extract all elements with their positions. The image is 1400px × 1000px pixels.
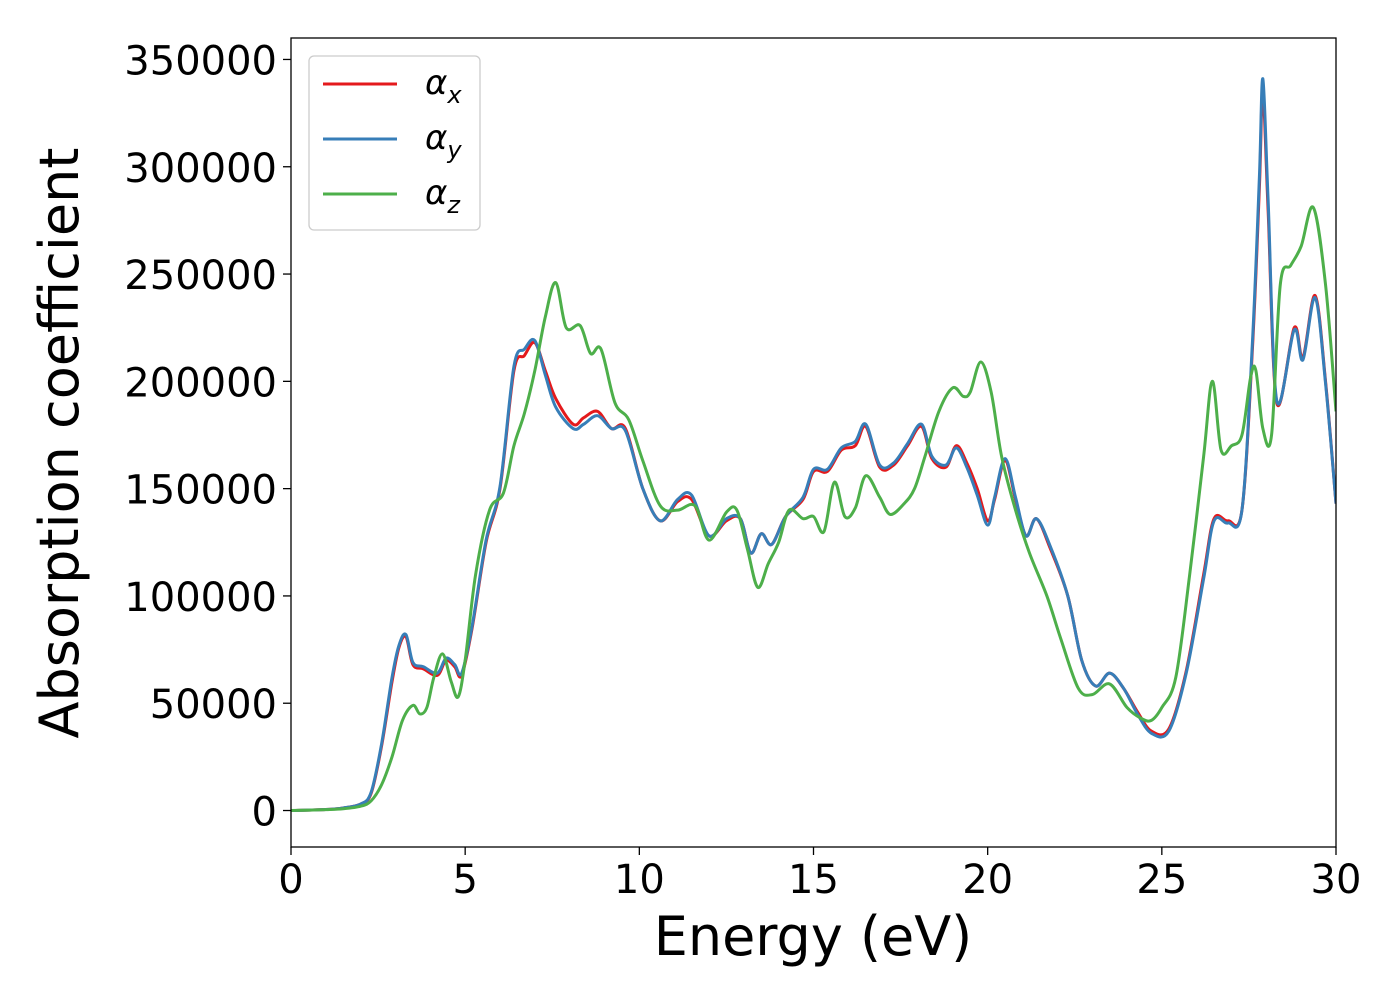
y-tick-label: 200000: [124, 360, 277, 406]
x-tick-label: 20: [962, 857, 1013, 903]
x-tick-label: 10: [614, 857, 665, 903]
y-tick-label: 350000: [124, 38, 277, 84]
legend-label-alpha-x: αx: [425, 63, 462, 109]
x-tick-label: 5: [452, 857, 477, 903]
legend-label-alpha-z: αz: [425, 173, 461, 219]
x-tick-label: 0: [278, 857, 303, 903]
x-tick-label: 15: [788, 857, 839, 903]
legend: αx αy αz: [308, 55, 481, 231]
y-tick-label: 100000: [124, 575, 277, 621]
y-tick-label: 50000: [150, 682, 277, 728]
x-tick-label: 30: [1311, 857, 1362, 903]
y-tick-label: 0: [252, 790, 277, 836]
series-lines: [291, 77, 1336, 813]
y-tick-label: 150000: [124, 468, 277, 514]
series-line-alpha-z: [291, 205, 1336, 813]
y-tick-label: 250000: [124, 253, 277, 299]
legend-box: [308, 55, 481, 231]
x-tick-label: 25: [1136, 857, 1187, 903]
y-axis-title: Absorption coefficient: [28, 148, 91, 739]
y-tick-label: 300000: [124, 146, 277, 192]
x-axis-title: Energy (eV): [654, 905, 973, 968]
legend-label-alpha-y: αy: [425, 118, 462, 164]
plot-area: 0 5 10 15 20 25 30 0 50000 100000 150000 200000 2500…: [124, 37, 1362, 903]
